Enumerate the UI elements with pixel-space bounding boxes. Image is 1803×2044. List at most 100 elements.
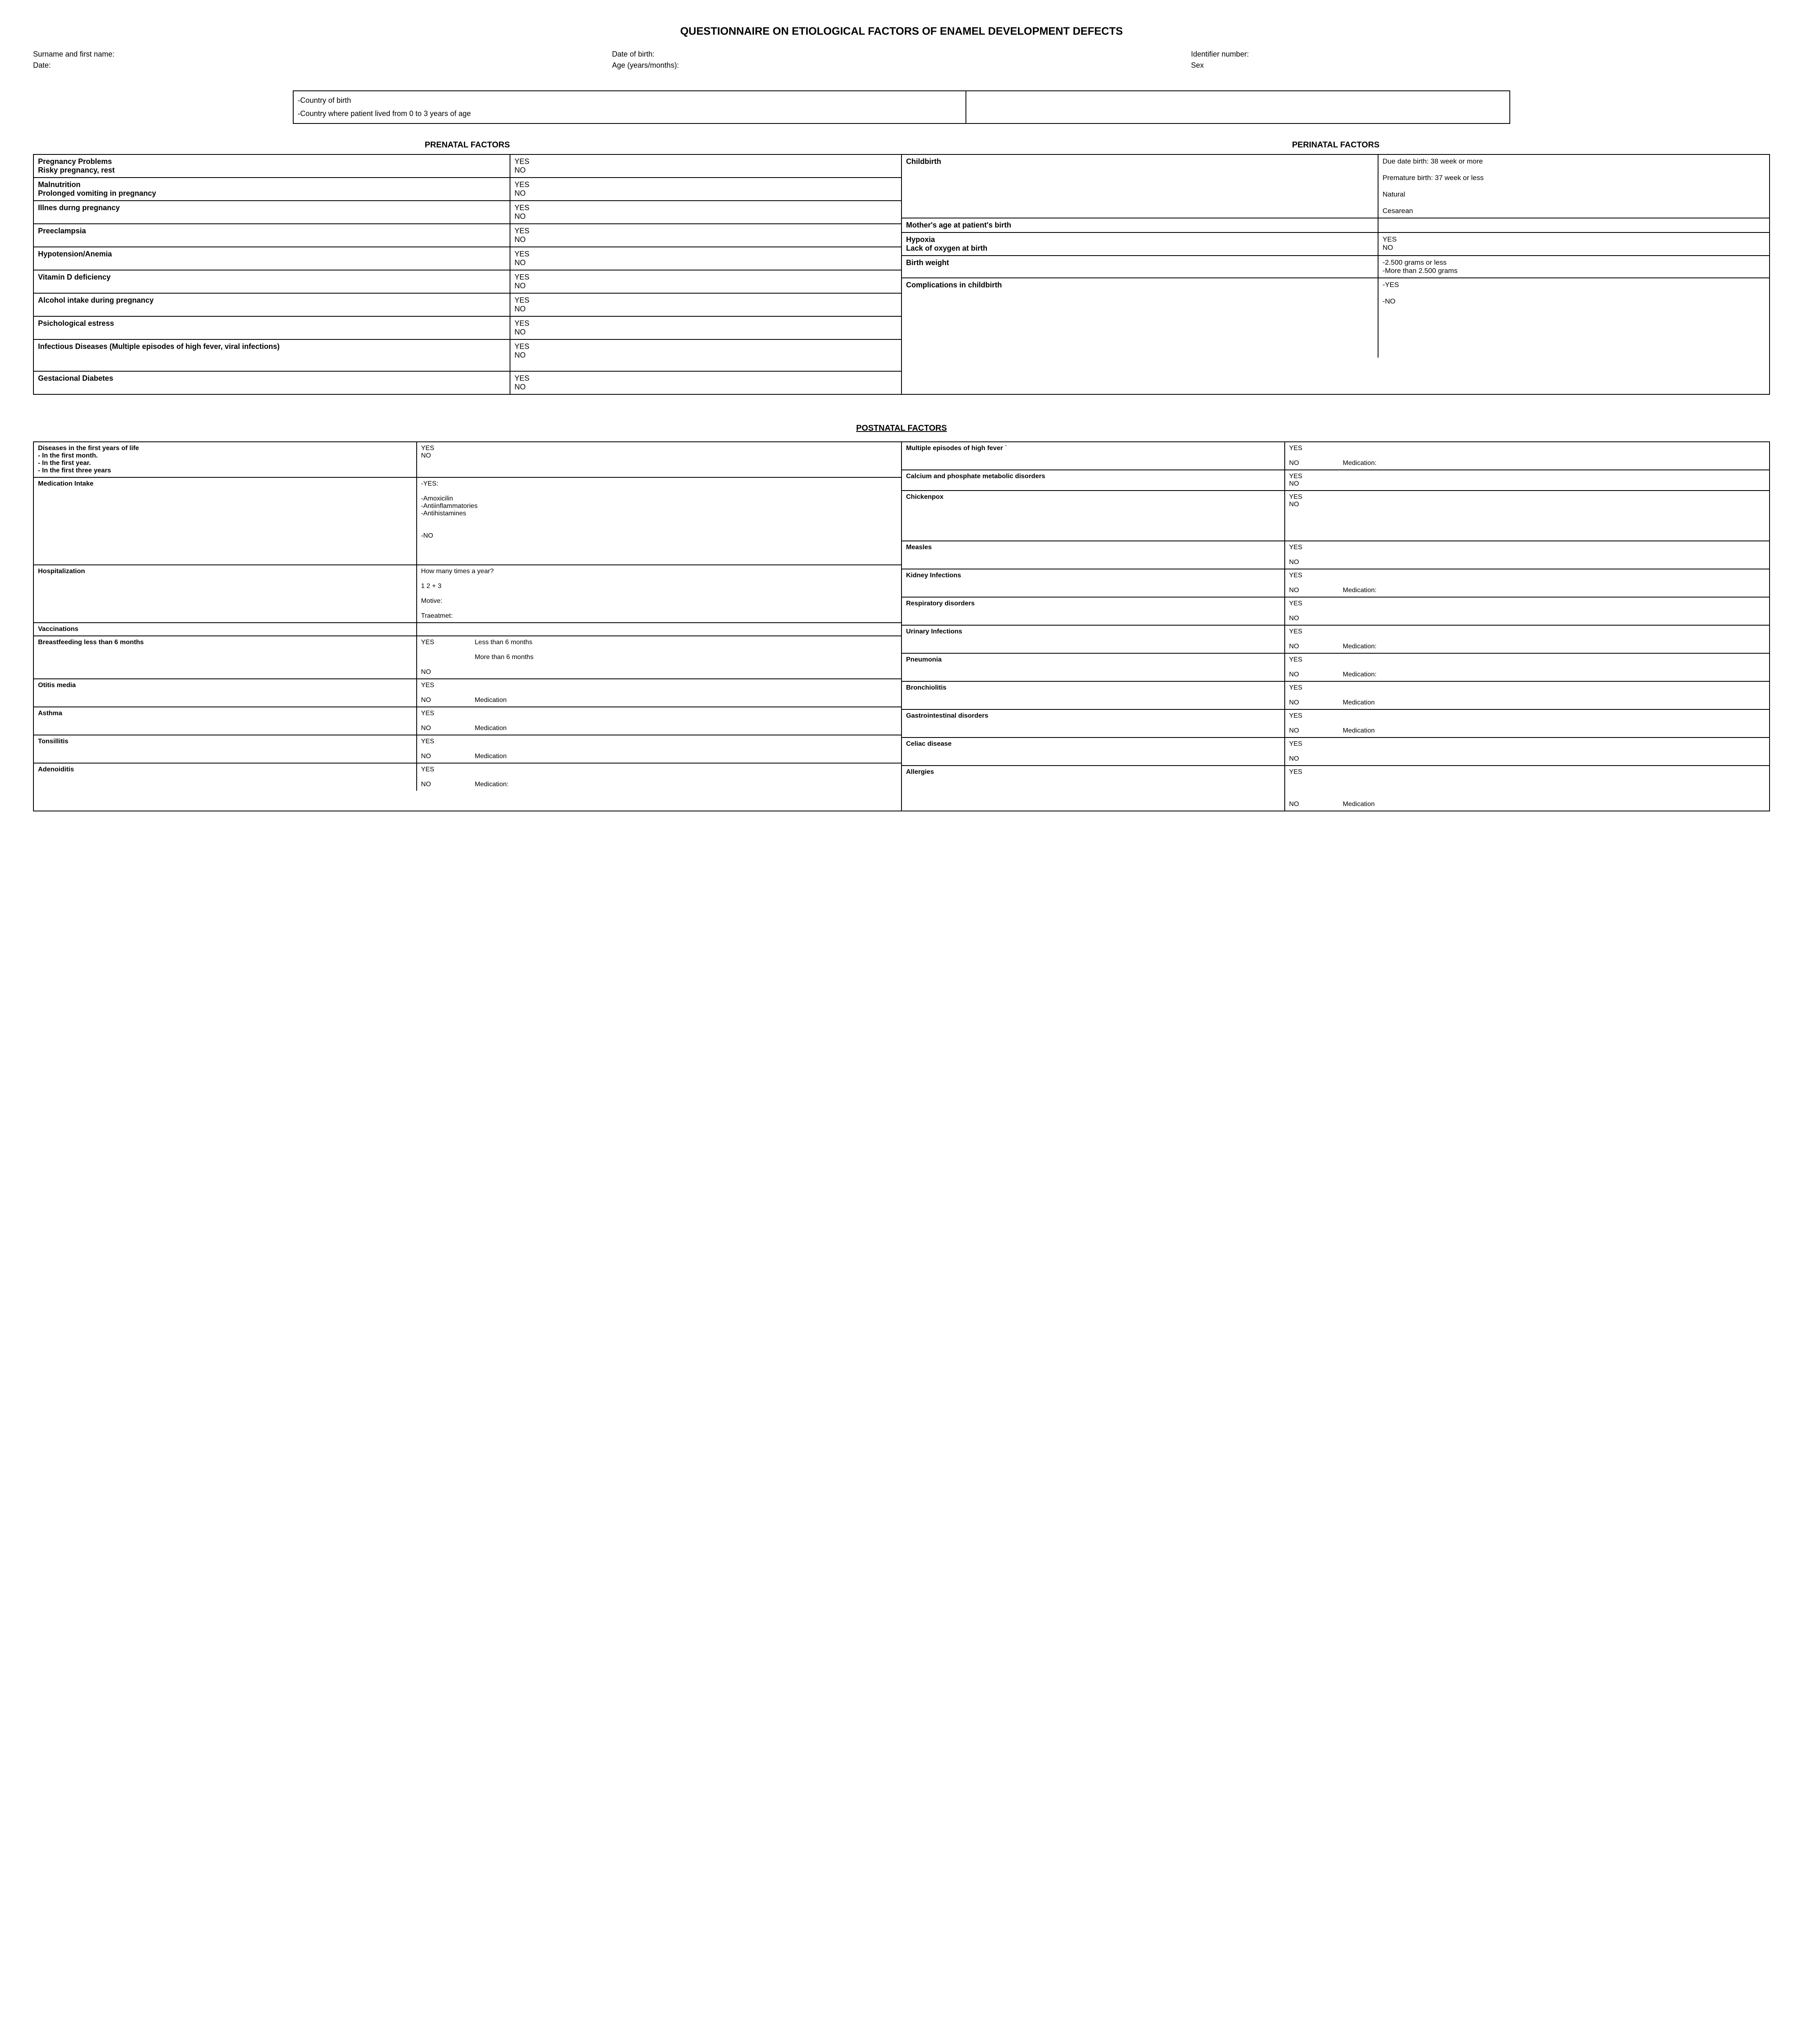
row-label: Kidney Infections (902, 569, 1285, 597)
table-row: HospitalizationHow many times a year? 1 … (34, 565, 901, 623)
table-row: Vitamin D deficiencyYES NO (34, 270, 901, 294)
header-row-1: Surname and first name: Date of birth: I… (33, 50, 1770, 59)
table-row: AsthmaYESNOMedication (34, 707, 901, 735)
row-label: Measles (902, 541, 1285, 569)
row-value: YES NO (1285, 598, 1769, 625)
header-sex: Sex (1191, 61, 1770, 70)
header-dob: Date of birth: (612, 50, 1191, 59)
postnatal-right-column: Multiple episodes of high fever ˙ YESNOMe… (902, 442, 1769, 811)
row-label: Asthma (34, 707, 417, 735)
row-label: Multiple episodes of high fever ˙ (902, 442, 1285, 470)
row-label: Malnutrition Prolonged vomiting in pregn… (34, 178, 510, 200)
row-value: YESNOMedication: (1285, 626, 1769, 653)
row-value: YESNOMedication (417, 679, 901, 707)
perinatal-column: ChildbirthDue date birth: 38 week or mor… (902, 155, 1769, 394)
row-label: Pneumonia (902, 654, 1285, 681)
table-row: Urinary InfectionsYESNOMedication: (902, 626, 1769, 654)
row-value (417, 623, 901, 635)
table-row: Hypoxia Lack of oxygen at birthYES NO (902, 233, 1769, 256)
table-row: Illnes durng pregnancyYES NO (34, 201, 901, 224)
row-value: YESLess than 6 monthsMore than 6 monthsN… (417, 636, 901, 678)
prenatal-column: Pregnancy Problems Risky pregnancy, rest… (34, 155, 902, 394)
row-value: YES NO (510, 178, 901, 200)
table-row: Vaccinations (34, 623, 901, 636)
row-value: YESNOMedication (417, 707, 901, 735)
row-value: YES NO (417, 442, 901, 477)
row-value: YES NO (1285, 541, 1769, 569)
table-row: Hypotension/AnemiaYES NO (34, 247, 901, 270)
table-row: AllergiesYESNOMedication (902, 766, 1769, 811)
row-label: Hospitalization (34, 565, 417, 622)
row-label: Medication Intake (34, 478, 417, 564)
row-value: YES NO (510, 224, 901, 247)
row-value: -2.500 grams or less -More than 2.500 gr… (1378, 256, 1769, 277)
row-label: Urinary Infections (902, 626, 1285, 653)
row-value: YESNOMedication (1285, 682, 1769, 709)
row-label: Breastfeeding less than 6 months (34, 636, 417, 678)
row-value: Due date birth: 38 week or more Prematur… (1378, 155, 1769, 218)
factors-headers: PRENATAL FACTORS PERINATAL FACTORS (33, 140, 1770, 150)
country-values (966, 91, 1509, 123)
row-value: YESNOMedication (1285, 766, 1769, 811)
row-value: YESNOMedication (417, 735, 901, 763)
row-value: YES NO (510, 294, 901, 316)
row-label: Allergies (902, 766, 1285, 811)
table-row: Pregnancy Problems Risky pregnancy, rest… (34, 155, 901, 178)
row-value: YESNOMedication: (1285, 654, 1769, 681)
country-labels: -Country of birth -Country where patient… (294, 91, 966, 123)
table-row: Multiple episodes of high fever ˙YESNOMe… (902, 442, 1769, 470)
row-label: Gestacional Diabetes (34, 372, 510, 394)
table-row: Breastfeeding less than 6 monthsYESLess … (34, 636, 901, 679)
table-row: Calcium and phosphate metabolic disorder… (902, 470, 1769, 491)
row-value: -YES -NO (1378, 278, 1769, 358)
row-value: YES NO (510, 247, 901, 270)
row-label: Complications in childbirth (902, 278, 1378, 358)
table-row: TonsillitisYESNOMedication (34, 735, 901, 764)
table-row: MeaslesYES NO (902, 541, 1769, 569)
row-value: YES NO (1285, 470, 1769, 490)
table-row: Gestacional DiabetesYES NO (34, 372, 901, 394)
row-label: Hypoxia Lack of oxygen at birth (902, 233, 1378, 255)
row-value: YESNOMedication: (417, 764, 901, 791)
row-value: YES NO (510, 201, 901, 223)
table-row: PreeclampsiaYES NO (34, 224, 901, 247)
table-row: ChildbirthDue date birth: 38 week or mor… (902, 155, 1769, 218)
postnatal-header: POSTNATAL FACTORS (33, 424, 1770, 433)
table-row: Gastrointestinal disordersYESNOMedicatio… (902, 710, 1769, 738)
row-label: Diseases in the first years of life - In… (34, 442, 417, 477)
row-label: Bronchiolitis (902, 682, 1285, 709)
row-value: YES NO (1285, 738, 1769, 765)
row-value: YES NO (510, 270, 901, 293)
header-surname: Surname and first name: (33, 50, 612, 59)
table-row: Psichological estressYES NO (34, 317, 901, 340)
row-label: Illnes durng pregnancy (34, 201, 510, 223)
table-row: Respiratory disordersYES NO (902, 598, 1769, 626)
row-label: Respiratory disorders (902, 598, 1285, 625)
table-row: Mother's age at patient's birth (902, 218, 1769, 233)
table-row: Malnutrition Prolonged vomiting in pregn… (34, 178, 901, 201)
row-value: YES NO (1378, 233, 1769, 255)
row-label: Hypotension/Anemia (34, 247, 510, 270)
header-age: Age (years/months): (612, 61, 1191, 70)
table-row: Otitis mediaYESNOMedication (34, 679, 901, 707)
table-row: PneumoniaYESNOMedication: (902, 654, 1769, 682)
table-row: Kidney InfectionsYESNOMedication: (902, 569, 1769, 598)
header-date: Date: (33, 61, 612, 70)
row-label: Tonsillitis (34, 735, 417, 763)
postnatal-left-column: Diseases in the first years of life - In… (34, 442, 902, 811)
table-row: Birth weight-2.500 grams or less -More t… (902, 256, 1769, 278)
factors-table: Pregnancy Problems Risky pregnancy, rest… (33, 154, 1770, 395)
row-label: Alcohol intake during pregnancy (34, 294, 510, 316)
row-value (1378, 218, 1769, 232)
row-label: Celiac disease (902, 738, 1285, 765)
row-value: YES NO (510, 155, 901, 177)
table-row: Alcohol intake during pregnancyYES NO (34, 294, 901, 317)
prenatal-header: PRENATAL FACTORS (33, 140, 902, 150)
row-label: Birth weight (902, 256, 1378, 277)
table-row: BronchiolitisYESNOMedication (902, 682, 1769, 710)
row-value: How many times a year? 1 2 + 3 Motive: T… (417, 565, 901, 622)
row-label: Mother's age at patient's birth (902, 218, 1378, 232)
table-row: ChickenpoxYES NO (902, 491, 1769, 541)
row-label: Adenoiditis (34, 764, 417, 791)
row-label: Psichological estress (34, 317, 510, 339)
